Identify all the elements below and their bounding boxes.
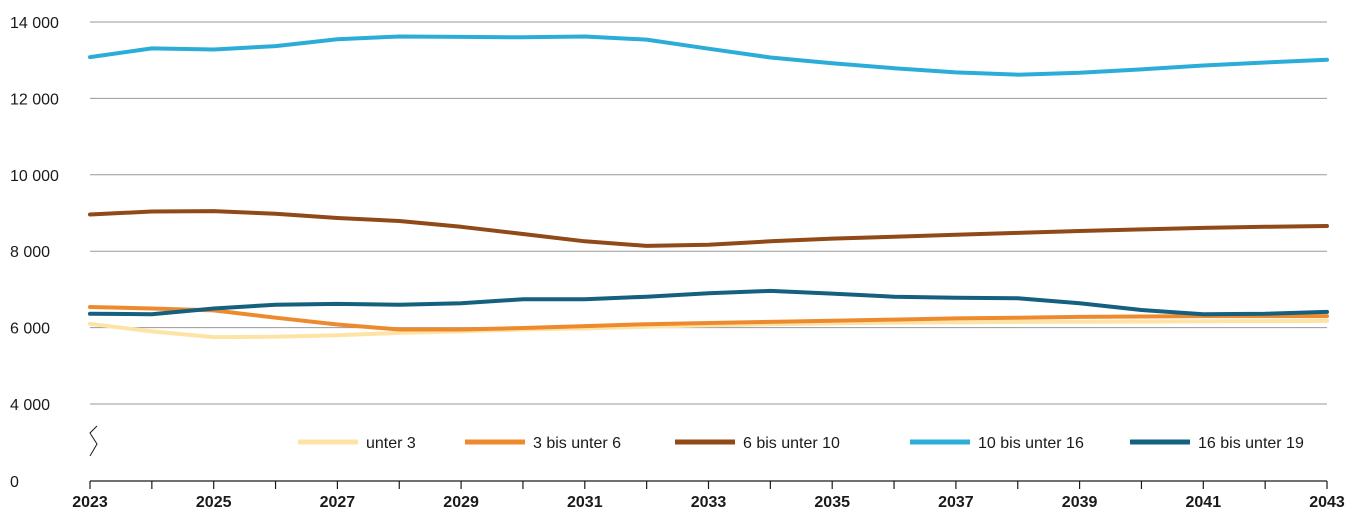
x-tick-label: 2023 bbox=[72, 494, 108, 511]
x-tick-label: 2027 bbox=[320, 494, 356, 511]
legend-label: 16 bis unter 19 bbox=[1198, 435, 1304, 452]
series-line-4 bbox=[88, 34, 1329, 77]
series-line-5 bbox=[88, 288, 1329, 317]
y-tick-label: 14 000 bbox=[10, 15, 59, 32]
y-tick-label: 8 000 bbox=[10, 244, 50, 261]
x-tick-label: 2035 bbox=[814, 494, 850, 511]
x-tick-label: 2031 bbox=[567, 494, 603, 511]
legend-label: 6 bis unter 10 bbox=[743, 435, 840, 452]
series-line-3 bbox=[88, 209, 1329, 248]
y-tick-label: 0 bbox=[10, 474, 19, 491]
x-tick-label: 2039 bbox=[1062, 494, 1098, 511]
legend-label: 3 bis unter 6 bbox=[533, 435, 621, 452]
x-tick-label: 2029 bbox=[443, 494, 479, 511]
legend-label: 10 bis unter 16 bbox=[978, 435, 1084, 452]
legend-label: unter 3 bbox=[366, 435, 416, 452]
x-tick-label: 2041 bbox=[1186, 494, 1222, 511]
x-tick-label: 2033 bbox=[691, 494, 727, 511]
x-tick-label: 2037 bbox=[938, 494, 974, 511]
y-tick-label: 12 000 bbox=[10, 91, 59, 108]
y-tick-label: 10 000 bbox=[10, 168, 59, 185]
x-tick-label: 2025 bbox=[196, 494, 232, 511]
y-axis-break-mark bbox=[89, 425, 98, 457]
x-tick-label: 2043 bbox=[1309, 494, 1345, 511]
y-tick-label: 6 000 bbox=[10, 321, 50, 338]
y-tick-label: 4 000 bbox=[10, 397, 50, 414]
